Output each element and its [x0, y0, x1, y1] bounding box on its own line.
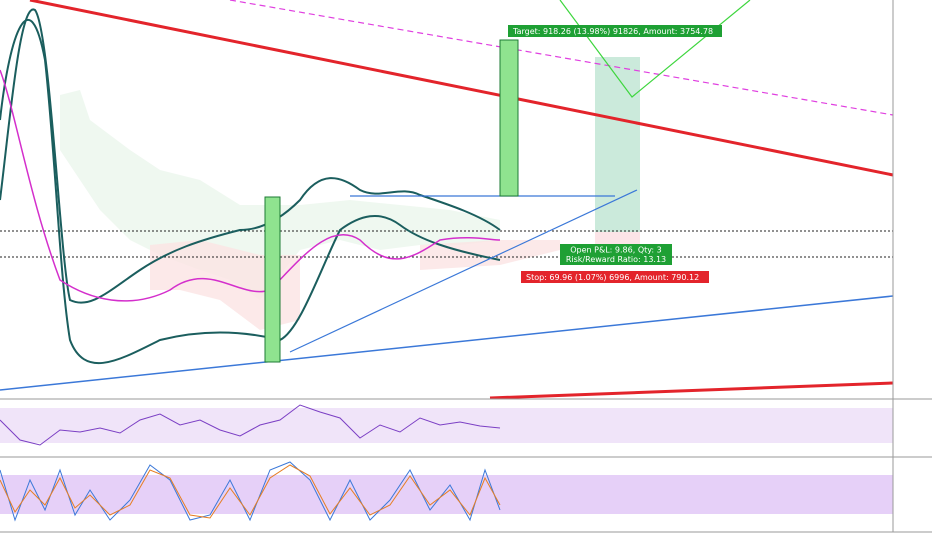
trend-line: [489, 381, 894, 400]
stop-label-box: [521, 271, 709, 283]
trend-line: [29, 0, 894, 177]
target-label: Target: 918.26 (13.98%) 91826, Amount: 3…: [512, 27, 713, 36]
trend-line: [229, 0, 894, 116]
band-upper: [0, 8, 501, 304]
highlight-box: [499, 39, 519, 197]
trend-line: [0, 295, 894, 391]
open-pl-label: Open P&L: 9.86, Qty: 3: [570, 246, 661, 255]
stop-label: Stop: 69.96 (1.07%) 6996, Amount: 790.12: [526, 273, 699, 282]
rsi-band: [0, 408, 893, 443]
highlight-box: [264, 196, 281, 363]
risk-reward-label: Risk/Reward Ratio: 13.13: [566, 255, 666, 264]
rsi-line: [0, 404, 501, 446]
stoch-d: [0, 464, 501, 519]
forecast-zone: [595, 57, 640, 232]
trend-line: [289, 189, 638, 353]
pl-label-box: [560, 244, 672, 265]
moving-average: [0, 69, 501, 302]
stoch-band: [0, 475, 893, 514]
cloud-red: [150, 240, 300, 330]
target-label-box: [508, 25, 722, 37]
cloud-red: [420, 240, 560, 270]
